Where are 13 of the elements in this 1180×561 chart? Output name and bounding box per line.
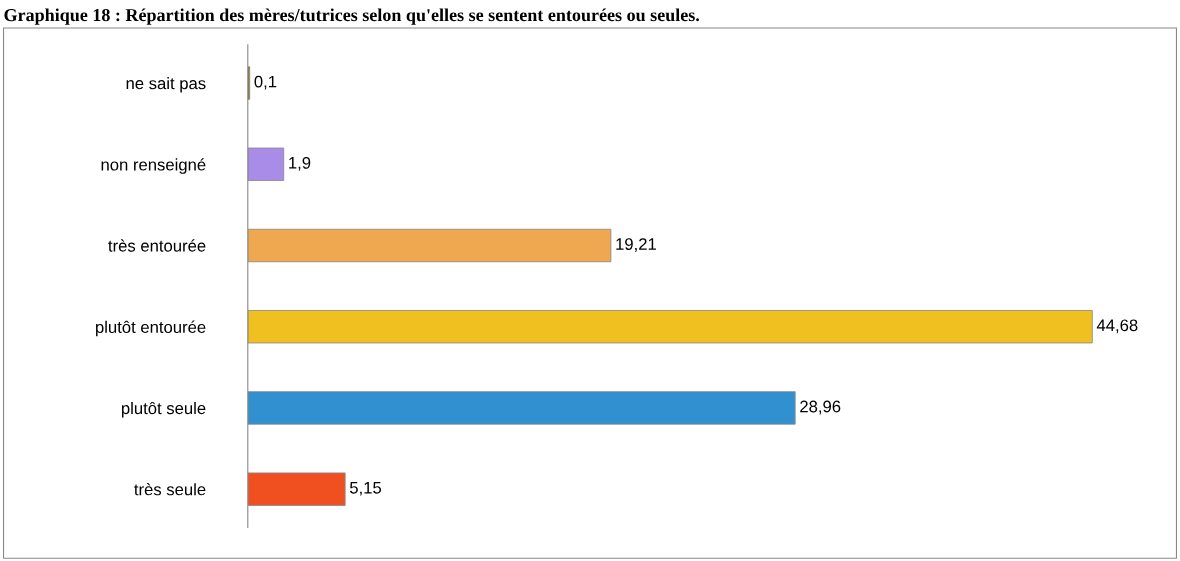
data-label: 44,68 bbox=[1096, 319, 1138, 334]
data-label: 19,21 bbox=[616, 238, 656, 252]
data-label: 28,96 bbox=[800, 400, 841, 415]
data-label: 0,1 bbox=[254, 75, 277, 90]
y-tick-label: non renseigné bbox=[101, 158, 206, 174]
y-tick-label: plutôt entourée bbox=[96, 320, 206, 337]
y-tick-label: plutôt seule bbox=[121, 401, 206, 418]
chart-title: Graphique 18 : Répartition des mères/tutrices selon qu'elles se sentent entourées ou seules. bbox=[4, 8, 700, 25]
y-tick-label: très seule bbox=[134, 482, 206, 496]
data-label: 5,15 bbox=[349, 482, 382, 496]
y-tick-label: ne sait pas bbox=[126, 77, 206, 93]
data-label: 1,9 bbox=[289, 156, 311, 171]
y-tick-label: très entourée bbox=[108, 239, 206, 252]
